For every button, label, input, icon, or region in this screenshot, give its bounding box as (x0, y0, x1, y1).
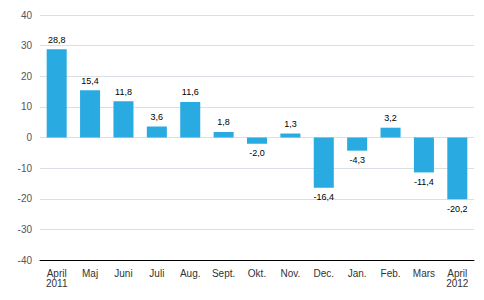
svg-text:Dec.: Dec. (313, 268, 334, 279)
svg-text:Juni: Juni (114, 268, 132, 279)
svg-text:-10: -10 (18, 163, 33, 174)
svg-text:Aug.: Aug. (180, 268, 201, 279)
svg-text:11,8: 11,8 (115, 87, 132, 97)
svg-text:3,6: 3,6 (151, 112, 164, 122)
svg-text:1,3: 1,3 (284, 119, 297, 129)
svg-text:Mars: Mars (413, 268, 435, 279)
svg-text:-4,3: -4,3 (349, 155, 365, 165)
svg-text:0: 0 (26, 132, 32, 143)
svg-text:2011: 2011 (46, 278, 68, 289)
svg-text:Maj: Maj (82, 268, 98, 279)
svg-text:28,8: 28,8 (48, 35, 66, 45)
svg-text:Okt.: Okt. (248, 268, 266, 279)
svg-text:20: 20 (21, 71, 33, 82)
svg-text:1,8: 1,8 (217, 117, 230, 127)
svg-text:40: 40 (21, 10, 33, 21)
svg-text:10: 10 (21, 101, 33, 112)
svg-text:-2,0: -2,0 (249, 148, 265, 158)
svg-text:April: April (447, 267, 468, 279)
svg-text:-30: -30 (18, 224, 33, 235)
svg-text:Nov.: Nov. (280, 268, 300, 279)
svg-text:-20: -20 (18, 193, 33, 204)
svg-text:-40: -40 (18, 255, 33, 266)
svg-text:15,4: 15,4 (81, 76, 99, 86)
svg-text:-11,4: -11,4 (414, 177, 434, 187)
svg-text:11,6: 11,6 (182, 87, 199, 97)
svg-text:3,2: 3,2 (384, 113, 397, 123)
svg-text:30: 30 (21, 40, 33, 51)
svg-text:Feb.: Feb. (381, 268, 401, 279)
svg-text:April: April (46, 267, 67, 279)
svg-text:2012: 2012 (446, 278, 469, 289)
svg-text:Jan.: Jan. (348, 268, 367, 279)
svg-text:Juli: Juli (149, 268, 164, 279)
svg-text:-16,4: -16,4 (314, 192, 335, 202)
svg-text:-20,2: -20,2 (447, 204, 468, 214)
svg-text:Sept.: Sept. (212, 268, 235, 279)
